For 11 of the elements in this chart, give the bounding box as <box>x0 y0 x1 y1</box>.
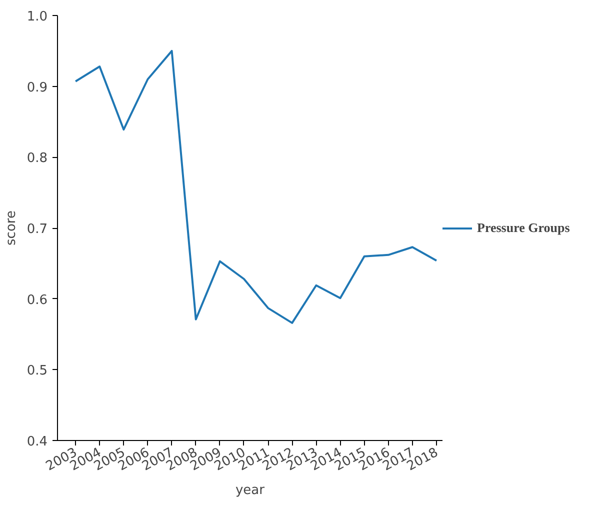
legend-label: Pressure Groups <box>477 220 570 236</box>
y-tick-label: 0.4 <box>26 434 48 450</box>
y-tick-label: 0.6 <box>26 292 48 308</box>
y-tick-label: 0.8 <box>26 151 48 166</box>
line-series <box>74 50 438 324</box>
y-tick-label: 0.7 <box>26 222 48 237</box>
y-tick-label: 0.9 <box>26 80 48 96</box>
y-tick-label: 1.0 <box>26 10 48 24</box>
y-axis-title: score <box>4 210 19 246</box>
y-tick-label: 0.5 <box>26 364 48 379</box>
x-axis-title: year <box>236 483 266 498</box>
